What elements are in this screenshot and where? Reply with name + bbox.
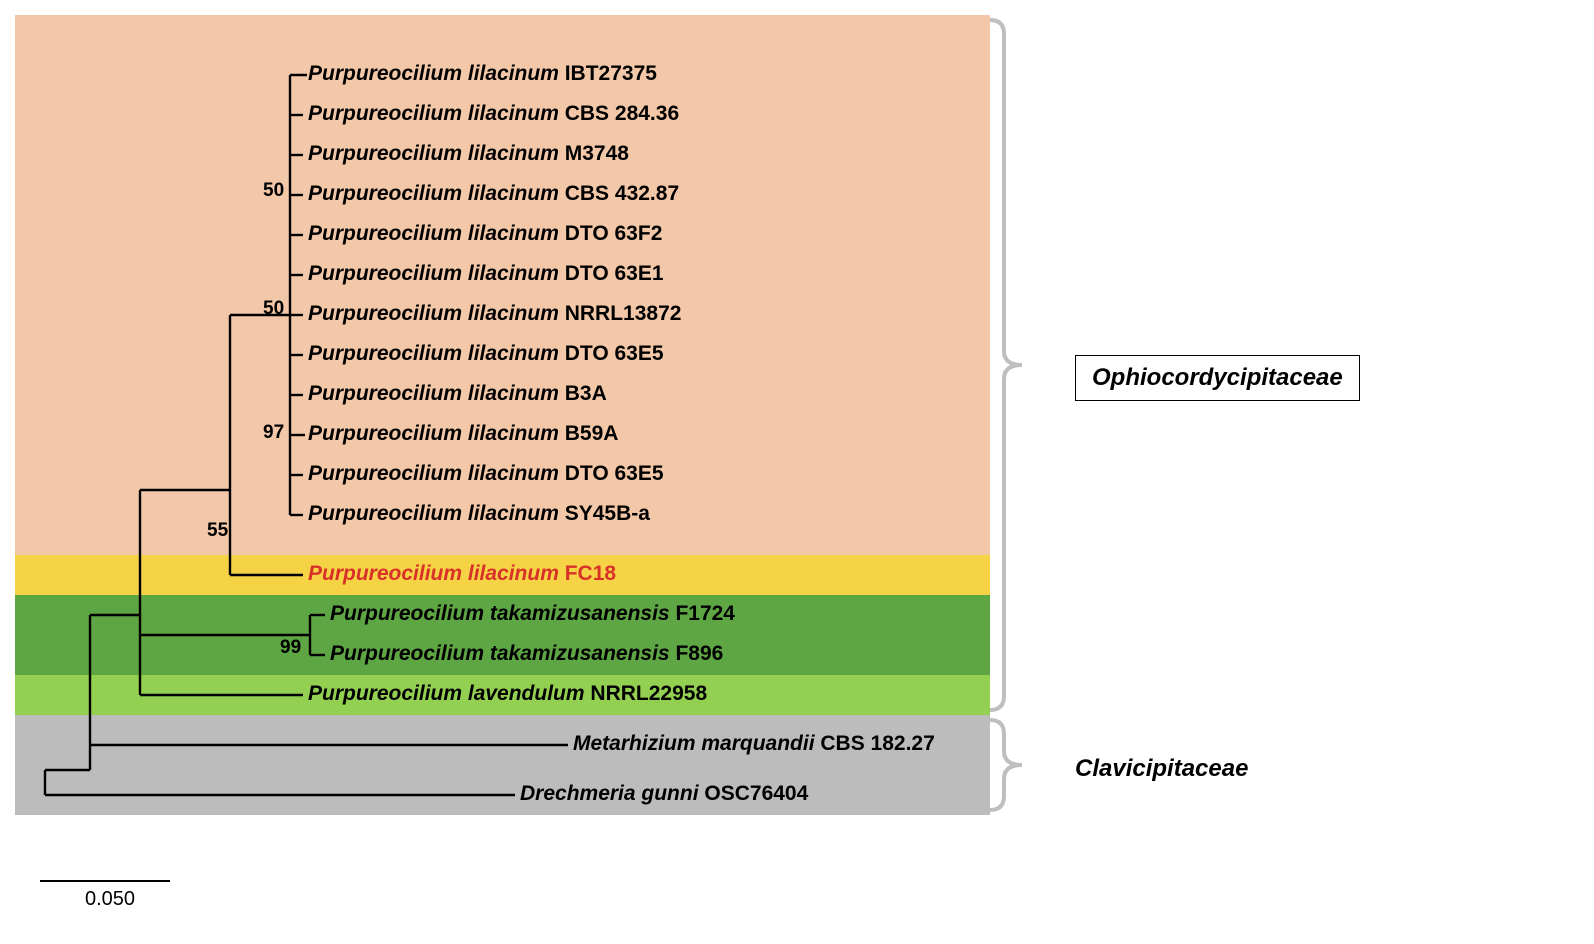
taxon-label: Purpureocilium lilacinum DTO 63E1 xyxy=(308,262,664,286)
taxon-label: Purpureocilium lilacinum IBT27375 xyxy=(308,62,657,86)
taxon-label: Drechmeria gunni OSC76404 xyxy=(520,782,808,806)
taxon-label: Purpureocilium lilacinum M3748 xyxy=(308,142,629,166)
taxon-label: Purpureocilium takamizusanensis F896 xyxy=(330,642,723,666)
scale-bar-line xyxy=(40,880,170,882)
taxon-label: Purpureocilium lavendulum NRRL22958 xyxy=(308,682,707,706)
support-value: 50 xyxy=(263,298,284,320)
support-value: 50 xyxy=(263,180,284,202)
phylo-tree-diagram: Purpureocilium lilacinum IBT27375 Purpure… xyxy=(15,15,990,855)
taxon-label: Purpureocilium lilacinum CBS 432.87 xyxy=(308,182,679,206)
taxon-label: Purpureocilium lilacinum B59A xyxy=(308,422,618,446)
taxon-label: Purpureocilium lilacinum NRRL13872 xyxy=(308,302,681,326)
taxon-label: Purpureocilium lilacinum DTO 63E5 xyxy=(308,342,664,366)
taxon-label: Purpureocilium lilacinum DTO 63F2 xyxy=(308,222,662,246)
scale-bar: 0.050 xyxy=(40,880,180,911)
support-value: 97 xyxy=(263,422,284,444)
taxon-label: Purpureocilium lilacinum CBS 284.36 xyxy=(308,102,679,126)
clade-name: Clavicipitaceae xyxy=(1075,755,1248,783)
taxon-label: Metarhizium marquandii CBS 182.27 xyxy=(573,732,935,756)
taxon-label: Purpureocilium takamizusanensis F1724 xyxy=(330,602,735,626)
taxon-label: Purpureocilium lilacinum FC18 xyxy=(308,562,616,586)
support-value: 99 xyxy=(280,637,301,659)
scale-value: 0.050 xyxy=(40,888,180,911)
taxon-label: Purpureocilium lilacinum DTO 63E5 xyxy=(308,462,664,486)
clade-brackets xyxy=(985,15,1055,855)
clade-name: Ophiocordycipitaceae xyxy=(1075,355,1360,401)
taxon-label: Purpureocilium lilacinum B3A xyxy=(308,382,607,406)
support-value: 55 xyxy=(207,520,228,542)
taxon-label: Purpureocilium lilacinum SY45B-a xyxy=(308,502,650,526)
